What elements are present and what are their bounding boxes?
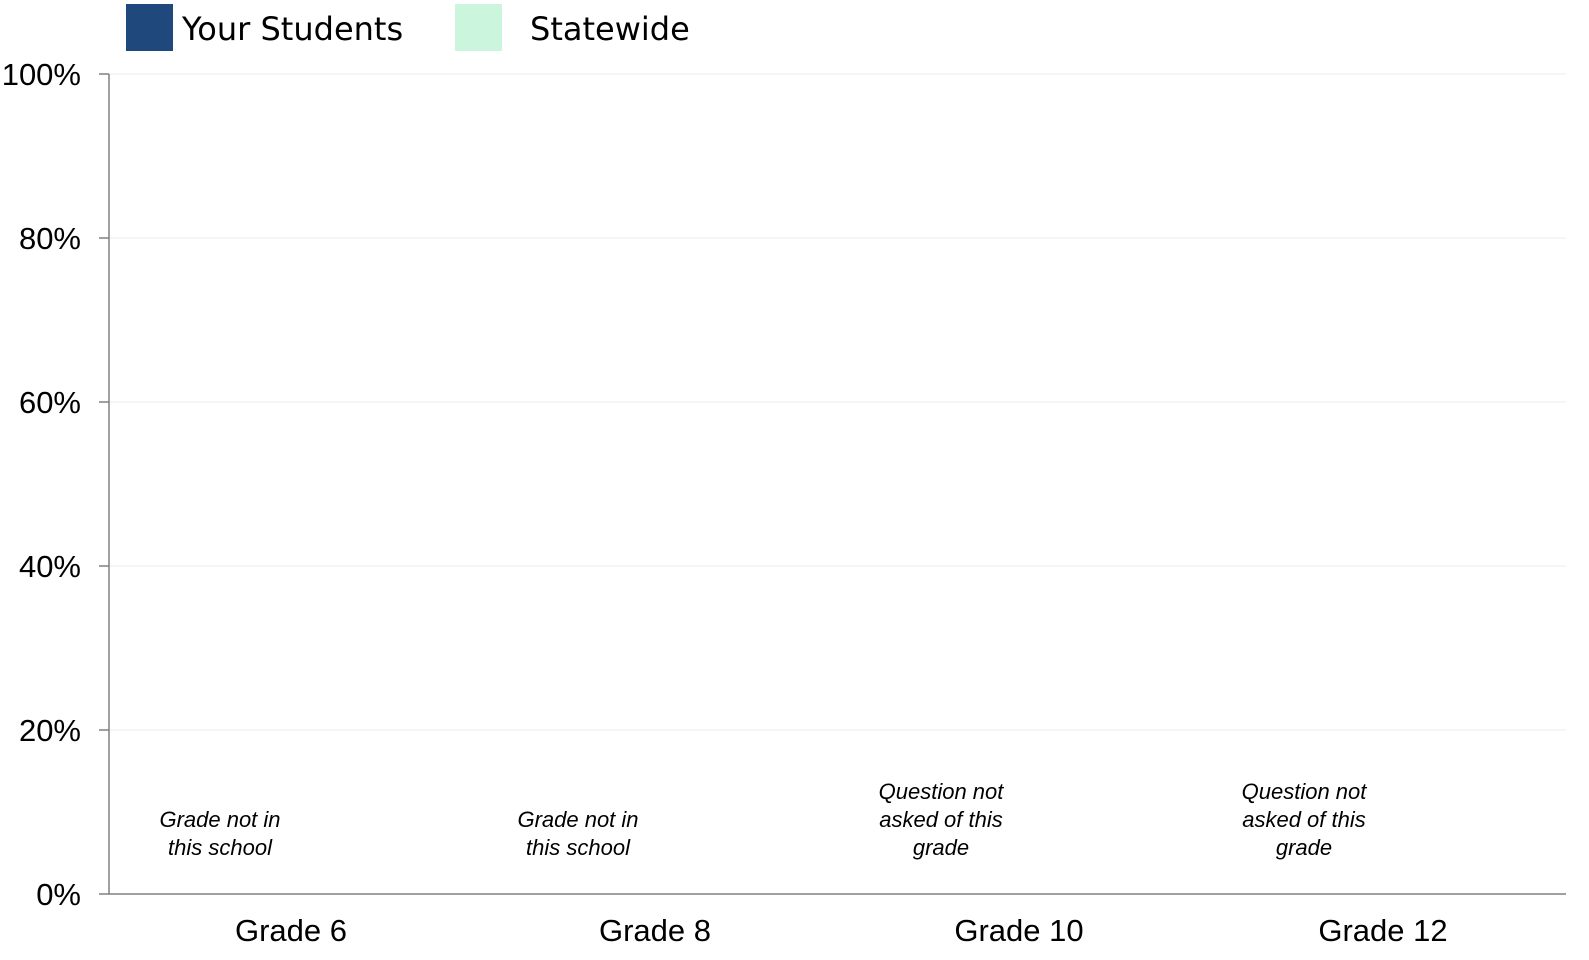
- category-notes: Grade not in this school Grade not in this …: [159, 779, 1367, 860]
- legend: Your Students Statewide: [126, 4, 690, 51]
- legend-label: Statewide: [530, 10, 690, 48]
- y-tick-label: 20%: [19, 713, 81, 748]
- category-note-line: this school: [168, 835, 273, 860]
- category-note-line: Question not: [1242, 779, 1368, 804]
- axes: [108, 74, 1566, 895]
- category-note-line: grade: [913, 835, 969, 860]
- category-note-line: Grade not in: [517, 807, 638, 832]
- x-axis-label: Grade 8: [599, 913, 711, 948]
- y-tick-label: 40%: [19, 549, 81, 584]
- category-note: Grade not in this school: [517, 807, 638, 860]
- x-axis-label: Grade 12: [1318, 913, 1447, 948]
- category-note-line: Grade not in: [159, 807, 280, 832]
- category-note-line: asked of this: [879, 807, 1003, 832]
- y-axis-ticks: 0% 20% 40% 60% 80% 100%: [2, 57, 109, 912]
- y-tick-label: 80%: [19, 221, 81, 256]
- category-note-line: this school: [526, 835, 631, 860]
- legend-label: Your Students: [181, 10, 403, 48]
- x-axis-label: Grade 6: [235, 913, 347, 948]
- y-tick-label: 0%: [36, 877, 81, 912]
- legend-swatch: [126, 4, 173, 51]
- category-note-line: grade: [1276, 835, 1332, 860]
- y-tick-label: 60%: [19, 385, 81, 420]
- x-axis-label: Grade 10: [954, 913, 1083, 948]
- category-note: Grade not in this school: [159, 807, 280, 860]
- category-note: Question not asked of this grade: [879, 779, 1005, 860]
- category-note-line: asked of this: [1242, 807, 1366, 832]
- x-axis-labels: Grade 6 Grade 8 Grade 10 Grade 12: [235, 913, 1448, 948]
- legend-swatch: [455, 4, 502, 51]
- category-note: Question not asked of this grade: [1242, 779, 1368, 860]
- category-note-line: Question not: [879, 779, 1005, 804]
- gridlines: [109, 73, 1566, 731]
- y-tick-label: 100%: [2, 57, 81, 92]
